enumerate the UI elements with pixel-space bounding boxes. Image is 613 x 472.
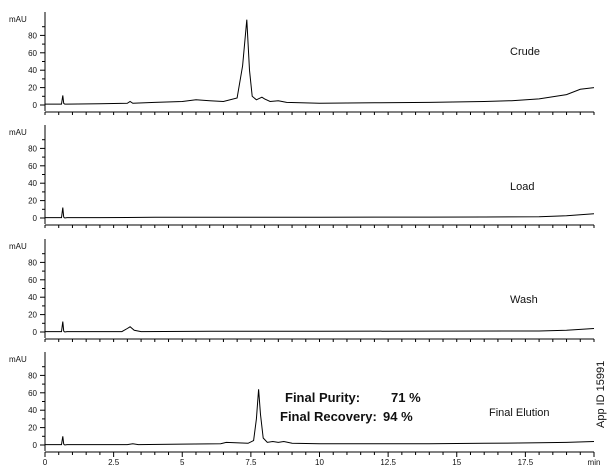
y-unit-label: mAU bbox=[9, 128, 27, 137]
x-tick-label: 15 bbox=[452, 458, 461, 467]
x-unit-label: min bbox=[588, 458, 601, 467]
y-tick-label: 0 bbox=[33, 328, 38, 337]
final-recovery-label: Final Recovery: bbox=[280, 409, 377, 424]
y-tick-label: 60 bbox=[28, 162, 37, 171]
y-tick-label: 60 bbox=[28, 276, 37, 285]
y-tick-label: 80 bbox=[28, 31, 37, 40]
y-tick-label: 20 bbox=[28, 197, 37, 206]
y-unit-label: mAU bbox=[9, 242, 27, 251]
y-tick-label: 40 bbox=[28, 179, 37, 188]
final-purity-value: 71 % bbox=[391, 390, 421, 405]
panel-label: Load bbox=[510, 181, 534, 193]
y-tick-label: 20 bbox=[28, 84, 37, 93]
series-line-1 bbox=[45, 19, 595, 105]
annotations: Final Purity: 71 % Final Recovery: 94 % bbox=[280, 390, 421, 424]
series-line-4 bbox=[45, 389, 595, 446]
y-tick-label: 20 bbox=[28, 311, 37, 320]
final-recovery-value: 94 % bbox=[383, 409, 413, 424]
y-tick-label: 0 bbox=[33, 441, 38, 450]
y-unit-label: mAU bbox=[9, 355, 27, 364]
y-tick-label: 40 bbox=[28, 293, 37, 302]
panel-label: Crude bbox=[510, 46, 540, 58]
y-tick-label: 0 bbox=[33, 101, 38, 110]
x-tick-label: 0 bbox=[43, 458, 48, 467]
panel-label: Final Elution bbox=[489, 407, 550, 419]
y-tick-label: 80 bbox=[28, 258, 37, 267]
series-line-3 bbox=[45, 321, 595, 333]
x-tick-label: 7.5 bbox=[245, 458, 257, 467]
y-tick-label: 0 bbox=[33, 214, 38, 223]
x-tick-label: 2.5 bbox=[108, 458, 120, 467]
y-tick-label: 20 bbox=[28, 424, 37, 433]
y-unit-label: mAU bbox=[9, 15, 27, 24]
x-tick-label: 12.5 bbox=[380, 458, 396, 467]
y-tick-label: 80 bbox=[28, 371, 37, 380]
series-line-2 bbox=[45, 207, 595, 219]
panel-label: Wash bbox=[510, 294, 538, 306]
final-purity-label: Final Purity: bbox=[285, 390, 360, 405]
y-tick-label: 80 bbox=[28, 144, 37, 153]
x-tick-label: 17.5 bbox=[518, 458, 534, 467]
app-id-label: App ID 15991 bbox=[595, 361, 607, 428]
x-tick-label: 5 bbox=[180, 458, 185, 467]
y-tick-label: 40 bbox=[28, 406, 37, 415]
y-tick-label: 60 bbox=[28, 389, 37, 398]
x-axis: 0 2.5 5 7.5 10 12.5 15 17.5 min bbox=[43, 451, 601, 467]
y-tick-label: 40 bbox=[28, 66, 37, 75]
x-tick-label: 10 bbox=[315, 458, 324, 467]
chromatogram-panels: 020406080mAUCrude020406080mAULoad0204060… bbox=[9, 12, 595, 451]
y-tick-label: 60 bbox=[28, 49, 37, 58]
